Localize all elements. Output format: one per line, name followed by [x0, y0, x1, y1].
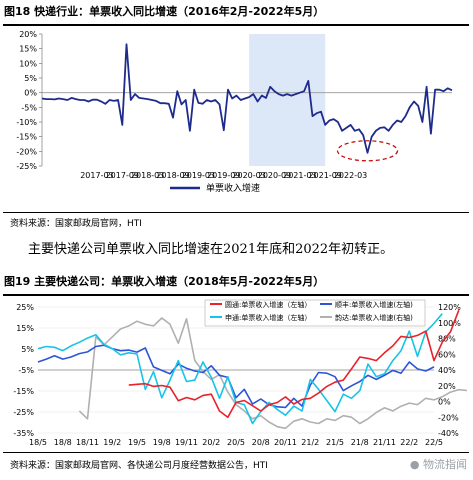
figure18-xtick-label: 2017-03 [80, 171, 113, 180]
figure18-top-rule [3, 24, 469, 26]
wechat-icon: ● [409, 458, 420, 471]
figure19-yleft-label: -5% [18, 366, 34, 375]
figure19-legend-label: 圆通:单票收入增速（左轴） [225, 300, 311, 309]
figure19-yright-label: 120% [438, 303, 461, 312]
figure19-xtick-label: 19/8 [153, 438, 171, 447]
figure18-ytick-label: 0% [24, 89, 37, 98]
figure18-xtick-label: 2019-09 [207, 171, 240, 180]
figure18-xtick-label: 2020-03 [232, 171, 265, 180]
figure19-xtick-label: 21/2 [301, 438, 319, 447]
figure18-title: 图18 快递行业：单票收入同比增速（2016年2月-2022年5月） [4, 5, 325, 18]
figure18-bottom-rule [3, 212, 469, 213]
figure18-series-line [41, 43, 453, 154]
figure19-xtick-label: 22/5 [425, 438, 443, 447]
figure19-xtick-label: 22/2 [400, 438, 418, 447]
figure18-source: 资料来源：国家邮政局官网，HTI [10, 219, 142, 229]
figure18-chart: 20% 15% 10% 5% 0% -5% -10% -15% -20% -25% 2017-03… [16, 30, 453, 194]
figure18-legend-label: 单票收入增速 [206, 182, 260, 194]
figure19-xtick-label: 19/2 [103, 438, 121, 447]
figure19-title: 图19 主要快递公司：单票收入增速（2018年5月-2022年5月） [4, 275, 325, 288]
figure18-ytick-label: 10% [19, 59, 37, 68]
figure19-xtick-label: 21/11 [373, 438, 396, 447]
figure19-xtick-label: 20/5 [227, 438, 245, 447]
figure19-legend-label: 韵达:单票收入增速(右轴) [335, 313, 413, 322]
figure18-ytick-label: 15% [19, 45, 37, 54]
figure19-yright-label: 40% [438, 366, 456, 375]
figure19-yright-label: -40% [438, 429, 459, 438]
figure19-xtick-label: 18/5 [29, 438, 47, 447]
figure19-xtick-label: 19/11 [175, 438, 198, 447]
watermark: ● 物流指闻 [410, 456, 467, 472]
figure18-xtick-label: 2020-09 [258, 171, 291, 180]
figure19-legend-box [204, 299, 426, 327]
figure18-ytick-label: -25% [16, 162, 37, 171]
figure19-xtick-label: 21/8 [351, 438, 369, 447]
figure19-yright-label: 0% [438, 398, 451, 407]
figure19-series-line-2 [37, 313, 443, 425]
figure18-xtick-label: 2017-09 [106, 171, 139, 180]
figure18-ytick-label: -10% [16, 118, 37, 127]
figure18-ytick-label: -5% [21, 103, 37, 112]
figure19-yleft-label: 25% [16, 303, 34, 312]
figure18-xtick-label: 2019-03 [182, 171, 215, 180]
figure18-ytick-label: 5% [24, 74, 37, 83]
figure19-xtick-label: 20/11 [274, 438, 297, 447]
figure19-top-rule [3, 294, 469, 296]
body-paragraph: 主要快递公司单票收入同比增速在2021年底和2022年初转正。 [28, 242, 394, 257]
figure19-yright-label: 80% [438, 335, 456, 344]
figure18-trough-ellipse [336, 140, 399, 162]
figure19-chart: 25% 15% 5% -5% -15% -25% -35% 120% 100% 80% 60% 40… [13, 299, 468, 447]
figure19-xtick-label: 18/11 [76, 438, 99, 447]
watermark-text: 物流指闻 [423, 458, 467, 471]
figure19-yright-label: 60% [438, 350, 456, 359]
figure18-xtick-label: 2018-09 [156, 171, 189, 180]
figure19-yleft-label: 5% [21, 345, 34, 354]
figure19-yright-label: -20% [438, 413, 459, 422]
figure19-series-line-1 [37, 344, 435, 409]
figure19-yleft-label: -25% [13, 408, 34, 417]
figure19-source: 资料来源：国家邮政局官网、各快递公司月度经营数据公告，HTI [10, 461, 268, 471]
figure19-legend: 圆通:单票收入增速（左轴） 顺丰:单票收入增速(左轴) 申通:单票收入增速（左轴） 韵… [204, 299, 426, 327]
figure19-bottom-rule [3, 452, 469, 453]
figure19-xtick-label: 20/2 [202, 438, 220, 447]
figure19-xtick-label: 20/8 [252, 438, 270, 447]
figure19-yright-label: 100% [438, 319, 461, 328]
figure19-yleft-label: -15% [13, 387, 34, 396]
figure19-xtick-label: 19/5 [128, 438, 146, 447]
figure19-xtick-label: 18/8 [54, 438, 72, 447]
figure18-xtick-label: 2018-03 [131, 171, 164, 180]
figure19-yleft-label: -35% [13, 429, 34, 438]
figure18-ytick-label: -20% [16, 147, 37, 156]
figure19-series-line-0 [128, 309, 460, 419]
figure18-highlight-region [249, 34, 326, 166]
figure19-legend-label: 申通:单票收入增速（左轴） [225, 313, 311, 322]
figure19-legend-label: 顺丰:单票收入增速(左轴) [335, 300, 413, 309]
figure18-xtick-label: 2021-09 [308, 171, 341, 180]
figure18-xtick-label: 2021-03 [283, 171, 316, 180]
figure18-ytick-label: 20% [19, 30, 37, 39]
figure18-xtick-label: 2022-03 [334, 171, 367, 180]
figure18-legend: 单票收入增速 [170, 182, 260, 194]
figure18-ytick-label: -15% [16, 133, 37, 142]
figure19-yleft-label: 15% [16, 324, 34, 333]
figure19-series-line-3 [78, 317, 468, 430]
figure19-xtick-label: 21/5 [326, 438, 344, 447]
figure19-yright-label: 20% [438, 382, 456, 391]
